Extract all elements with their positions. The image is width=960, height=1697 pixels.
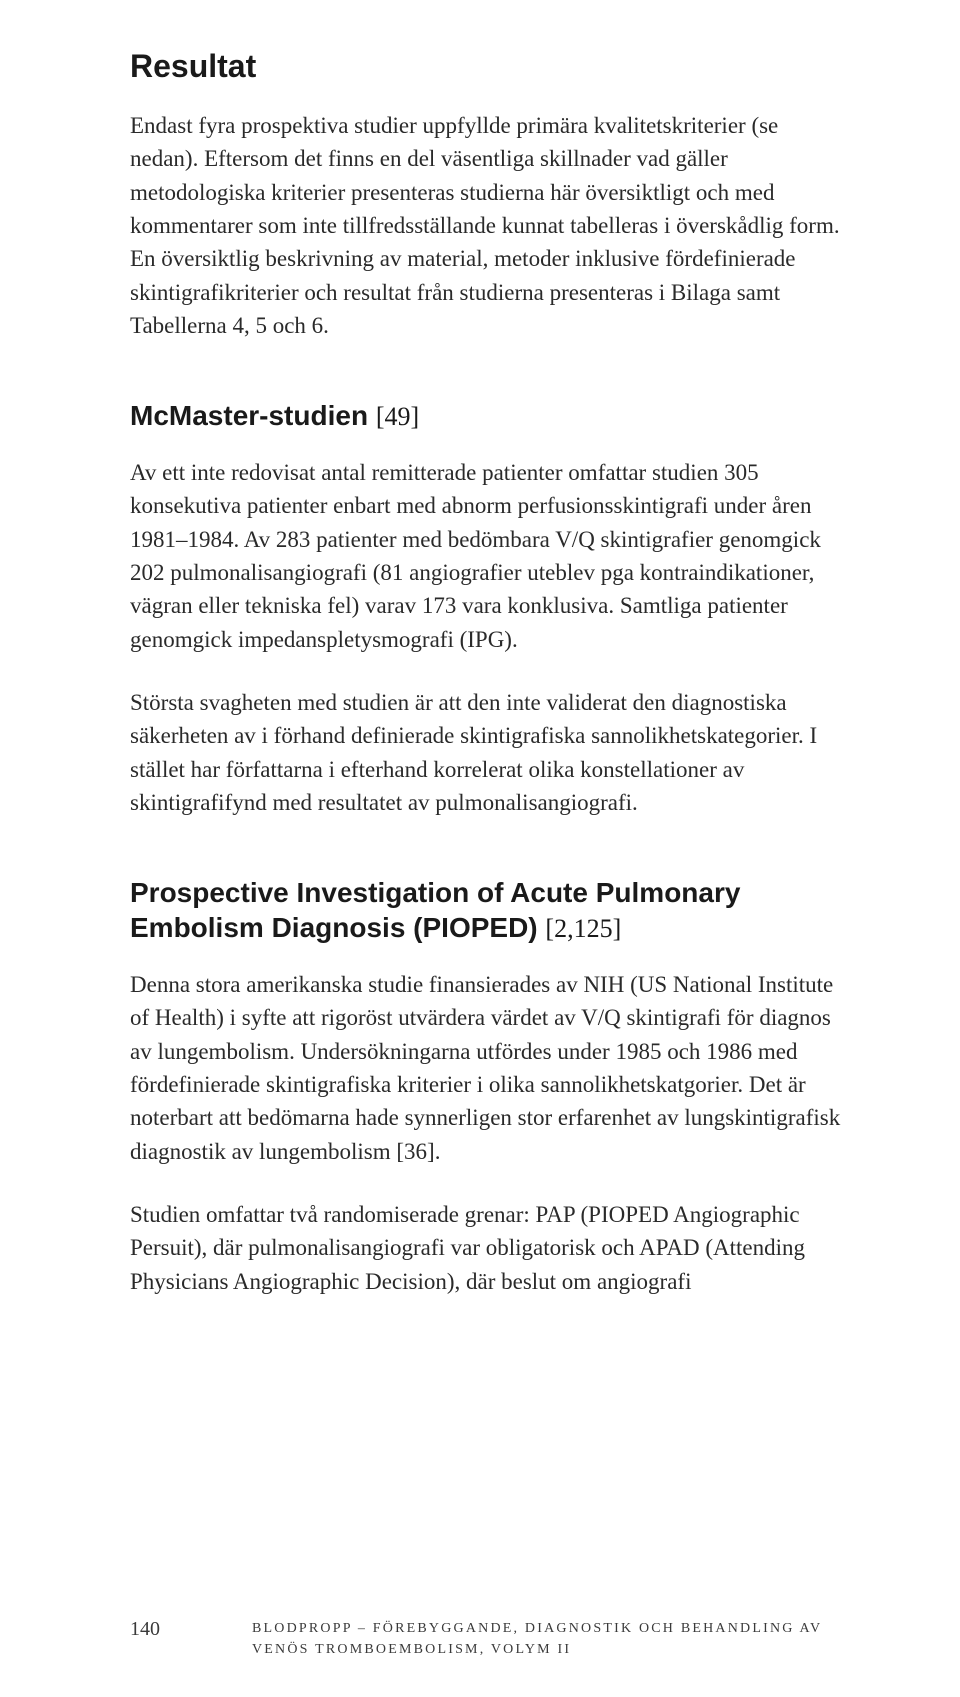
mcmaster-paragraph-2: Största svagheten med studien är att den… — [130, 686, 850, 819]
subheading-mcmaster-ref: [49] — [376, 402, 419, 431]
subheading-pioped: Prospective Investigation of Acute Pulmo… — [130, 875, 850, 946]
subheading-pioped-ref: [2,125] — [545, 914, 621, 943]
intro-paragraph: Endast fyra prospektiva studier uppfylld… — [130, 109, 850, 342]
footer-title-line1: BLODPROPP – FÖREBYGGANDE, DIAGNOSTIK OCH… — [252, 1621, 822, 1636]
page-footer: 140 BLODPROPP – FÖREBYGGANDE, DIAGNOSTIK… — [0, 1618, 960, 1661]
mcmaster-paragraph-1: Av ett inte redovisat antal remitterade … — [130, 456, 850, 656]
subheading-mcmaster-title: McMaster-studien — [130, 400, 368, 431]
page-number: 140 — [130, 1618, 160, 1641]
pioped-paragraph-2: Studien omfattar två randomiserade grena… — [130, 1198, 850, 1298]
footer-title-line2: VENÖS TROMBOEMBOLISM, VOLYM II — [252, 1642, 571, 1657]
footer-publication-title: BLODPROPP – FÖREBYGGANDE, DIAGNOSTIK OCH… — [252, 1618, 850, 1661]
subheading-mcmaster: McMaster-studien [49] — [130, 398, 850, 434]
section-heading-resultat: Resultat — [130, 48, 850, 85]
subheading-pioped-title: Prospective Investigation of Acute Pulmo… — [130, 877, 740, 943]
pioped-paragraph-1: Denna stora amerikanska studie finansier… — [130, 968, 850, 1168]
